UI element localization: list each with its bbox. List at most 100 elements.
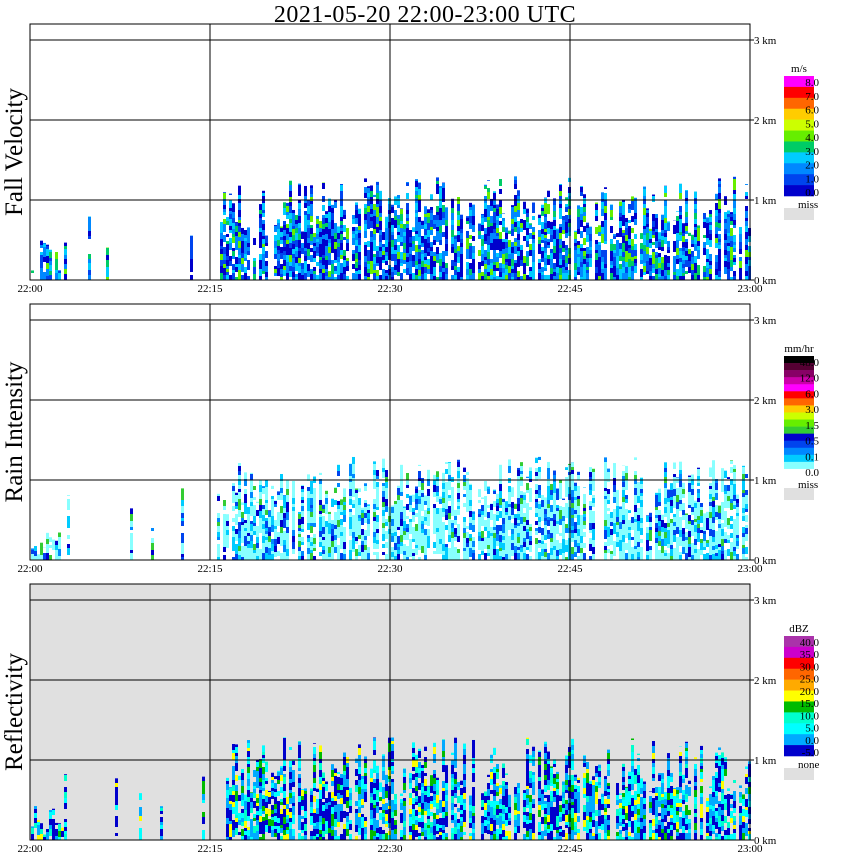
- echo-cell: [313, 494, 316, 500]
- echo-cell: [577, 214, 580, 217]
- echo-cell: [418, 537, 421, 543]
- echo-cell: [472, 204, 475, 209]
- echo-cell: [565, 273, 568, 280]
- echo-cell: [337, 250, 340, 257]
- echo-cell: [517, 467, 520, 470]
- echo-cell: [688, 492, 691, 499]
- echo-cell: [595, 267, 598, 273]
- echo-cell: [244, 267, 247, 273]
- echo-cell: [439, 499, 442, 504]
- echo-cell: [703, 531, 706, 534]
- echo-cell: [340, 199, 343, 206]
- echo-cell: [319, 830, 322, 834]
- echo-cell: [298, 216, 301, 223]
- echo-cell: [418, 240, 421, 245]
- echo-cell: [394, 556, 397, 560]
- echo-cell: [277, 776, 280, 780]
- echo-cell: [625, 222, 628, 228]
- echo-cell: [574, 486, 577, 491]
- echo-cell: [610, 217, 613, 220]
- echo-cell: [634, 244, 637, 250]
- echo-cell: [499, 179, 502, 186]
- echo-cell: [271, 772, 274, 777]
- echo-cell: [550, 521, 553, 528]
- echo-cell: [259, 204, 262, 210]
- echo-cell: [634, 256, 637, 259]
- echo-cell: [268, 826, 271, 833]
- echo-cell: [55, 259, 58, 263]
- echo-cell: [67, 544, 70, 548]
- echo-cell: [274, 797, 277, 804]
- echo-cell: [46, 263, 49, 269]
- echo-cell: [511, 205, 514, 207]
- echo-cell: [523, 522, 526, 526]
- echo-cell: [352, 474, 355, 478]
- echo-cell: [445, 487, 448, 492]
- echo-cell: [718, 184, 721, 187]
- echo-cell: [385, 482, 388, 488]
- echo-cell: [241, 773, 244, 780]
- echo-cell: [523, 236, 526, 241]
- echo-cell: [592, 540, 595, 547]
- echo-cell: [460, 243, 463, 247]
- echo-cell: [550, 505, 553, 512]
- echo-cell: [712, 491, 715, 497]
- echo-cell: [640, 554, 643, 560]
- echo-cell: [685, 515, 688, 521]
- echo-cell: [403, 521, 406, 528]
- echo-cell: [439, 214, 442, 220]
- echo-cell: [238, 237, 241, 241]
- echo-cell: [244, 536, 247, 543]
- echo-cell: [670, 500, 673, 506]
- echo-cell: [490, 549, 493, 556]
- echo-cell: [352, 238, 355, 245]
- echo-cell: [619, 529, 622, 533]
- echo-cell: [703, 248, 706, 255]
- echo-cell: [289, 227, 292, 232]
- echo-cell: [613, 234, 616, 236]
- echo-cell: [526, 208, 529, 213]
- echo-cell: [637, 538, 640, 542]
- y-tick-label: 0 km: [754, 555, 777, 567]
- echo-cell: [280, 799, 283, 802]
- echo-cell: [436, 227, 439, 231]
- echo-cell: [706, 268, 709, 273]
- echo-cell: [304, 225, 307, 232]
- echo-cell: [349, 464, 352, 469]
- echo-cell: [385, 256, 388, 261]
- echo-cell: [226, 514, 229, 517]
- echo-cell: [241, 264, 244, 267]
- echo-cell: [235, 529, 238, 534]
- legend-label: 0.1: [805, 451, 819, 463]
- echo-cell: [622, 524, 625, 530]
- echo-cell: [286, 237, 289, 240]
- echo-cell: [667, 493, 670, 498]
- echo-cell: [526, 539, 529, 544]
- echo-cell: [703, 245, 706, 248]
- echo-cell: [241, 532, 244, 538]
- echo-cell: [358, 256, 361, 260]
- echo-cell: [703, 541, 706, 547]
- echo-cell: [622, 502, 625, 508]
- echo-cell: [385, 496, 388, 499]
- echo-cell: [742, 554, 745, 557]
- legend-swatch: [784, 119, 814, 131]
- echo-cell: [421, 490, 424, 493]
- echo-cell: [202, 817, 205, 824]
- echo-cell: [511, 489, 514, 493]
- echo-cell: [655, 241, 658, 248]
- echo-cell: [397, 266, 400, 272]
- echo-cell: [697, 557, 700, 560]
- echo-cell: [331, 524, 334, 529]
- echo-cell: [679, 276, 682, 280]
- echo-cell: [643, 215, 646, 220]
- echo-cell: [487, 538, 490, 545]
- echo-cell: [670, 541, 673, 545]
- echo-cell: [658, 553, 661, 560]
- echo-cell: [382, 544, 385, 548]
- echo-cell: [307, 268, 310, 271]
- echo-cell: [424, 257, 427, 260]
- echo-cell: [421, 267, 424, 274]
- echo-cell: [520, 462, 523, 466]
- echo-cell: [370, 267, 373, 274]
